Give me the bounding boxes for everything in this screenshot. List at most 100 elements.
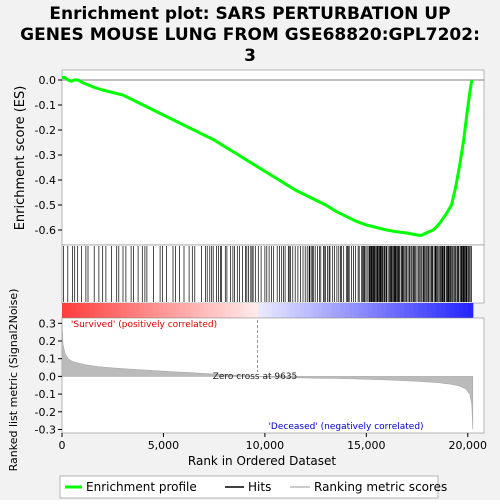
color-band-segment: [189, 303, 195, 318]
color-band-segment: [436, 303, 442, 318]
hits-layer: [63, 246, 472, 302]
color-band-segment: [317, 303, 323, 318]
color-band-segment: [135, 303, 141, 318]
color-band-segment: [299, 303, 305, 318]
chart-title-line-3: 3: [244, 46, 256, 66]
color-band-segment: [313, 303, 319, 318]
correlation-color-band: [62, 303, 474, 318]
color-band-segment: [422, 303, 428, 318]
positive-label: 'Survived' (positively correlated): [71, 320, 217, 330]
chart-title-line-1: Enrichment plot: SARS PERTURBATION UP: [49, 4, 450, 24]
color-band-segment: [440, 303, 446, 318]
color-band-segment: [185, 303, 191, 318]
es-y-axis-label: Enrichment score (ES): [13, 86, 28, 231]
color-band-segment: [240, 303, 246, 318]
color-band-segment: [66, 303, 72, 318]
color-band-segment: [459, 303, 465, 318]
es-y-axis: 0.0 -0.1 -0.2 -0.3 -0.4 -0.5 -0.6: [35, 74, 484, 237]
color-band-segment: [386, 303, 392, 318]
negative-label: 'Deceased' (negatively correlated): [268, 422, 423, 432]
color-band-segment: [367, 303, 373, 318]
zero-cross-label: Zero cross at 9635: [213, 372, 298, 382]
color-band-segment: [98, 303, 104, 318]
metric-y-tick-label: -0.3: [35, 423, 56, 436]
color-band-segment: [408, 303, 414, 318]
color-band-segment: [358, 303, 364, 318]
color-band-segment: [294, 303, 300, 318]
color-band-segment: [139, 303, 145, 318]
color-band-segment: [404, 303, 410, 318]
ranking-metric-area: [61, 321, 474, 430]
color-band-segment: [75, 303, 81, 318]
color-band-segment: [89, 303, 95, 318]
color-band-segment: [125, 303, 131, 318]
color-band-segment: [217, 303, 223, 318]
color-band-segment: [80, 303, 86, 318]
color-band-segment: [326, 303, 332, 318]
color-band-segment: [427, 303, 433, 318]
color-band-segment: [148, 303, 154, 318]
es-y-tick-label: -0.2: [35, 124, 56, 137]
metric-y-tick-label: 0.2: [39, 335, 57, 348]
x-axis: 0 5,000 10,000 15,000 20,000: [59, 433, 488, 452]
es-y-tick-label: -0.3: [35, 149, 56, 162]
color-band-segment: [340, 303, 346, 318]
color-band-segment: [221, 303, 227, 318]
es-curve-series-line: [62, 76, 474, 237]
color-band-segment: [62, 303, 68, 318]
color-band-segment: [121, 303, 127, 318]
color-band-segment: [271, 303, 278, 318]
x-tick-label: 20,000: [449, 439, 488, 452]
legend-label-enrichment: Enrichment profile: [86, 480, 197, 494]
color-band-segment: [235, 303, 241, 318]
color-band-segment: [262, 303, 268, 318]
color-band-segment: [249, 303, 255, 318]
color-band-segment: [112, 303, 118, 318]
color-band-segment: [230, 303, 236, 318]
es-curve-layer: [62, 76, 474, 237]
color-band-segment: [208, 303, 214, 318]
color-band-segment: [413, 303, 419, 318]
color-band-segment: [418, 303, 424, 318]
color-band-segment: [363, 303, 369, 318]
metric-y-tick-label: 0.0: [39, 370, 57, 383]
es-y-tick-label: 0.0: [39, 74, 57, 87]
color-band-segment: [431, 303, 437, 318]
color-band-segment: [376, 303, 383, 318]
color-band-segment: [107, 303, 113, 318]
metric-y-axis: 0.3 0.2 0.1 0.0 -0.1 -0.2 -0.3: [35, 317, 62, 436]
color-band-segment: [103, 303, 109, 318]
x-tick-label: 10,000: [246, 439, 285, 452]
color-band-segment: [130, 303, 136, 318]
color-band-segment: [171, 303, 177, 318]
color-band-segment: [116, 303, 122, 318]
color-band-segment: [372, 303, 378, 318]
legend-label-metric: Ranking metric scores: [314, 480, 447, 494]
x-axis-label: Rank in Ordered Dataset: [188, 454, 336, 468]
es-y-tick-label: -0.1: [35, 99, 56, 112]
color-band-segment: [162, 303, 168, 318]
metric-y-axis-label: Ranked list metric (Signal2Noise): [7, 289, 20, 472]
x-tick-label: 5,000: [148, 439, 180, 452]
metric-y-tick-label: -0.1: [35, 388, 56, 401]
color-band-segment: [166, 303, 173, 318]
legend-box: [59, 475, 439, 499]
color-band-segment: [290, 303, 296, 318]
metric-layer: [61, 320, 474, 430]
metric-y-tick-label: 0.1: [39, 353, 57, 366]
es-y-tick-label: -0.5: [35, 199, 56, 212]
color-band-segment: [354, 303, 360, 318]
legend-label-hits: Hits: [248, 480, 271, 494]
x-tick-label: 15,000: [347, 439, 386, 452]
color-band-segment: [335, 303, 341, 318]
color-band-segment: [194, 303, 200, 318]
color-band-segment: [258, 303, 264, 318]
color-band-segment: [345, 303, 351, 318]
color-band-segment: [463, 303, 469, 318]
metric-y-tick-label: -0.2: [35, 406, 56, 419]
color-band-segment: [84, 303, 90, 318]
color-band-segment: [322, 303, 328, 318]
chart-title-line-2: GENES MOUSE LUNG FROM GSE68820:GPL7202:: [20, 25, 480, 45]
